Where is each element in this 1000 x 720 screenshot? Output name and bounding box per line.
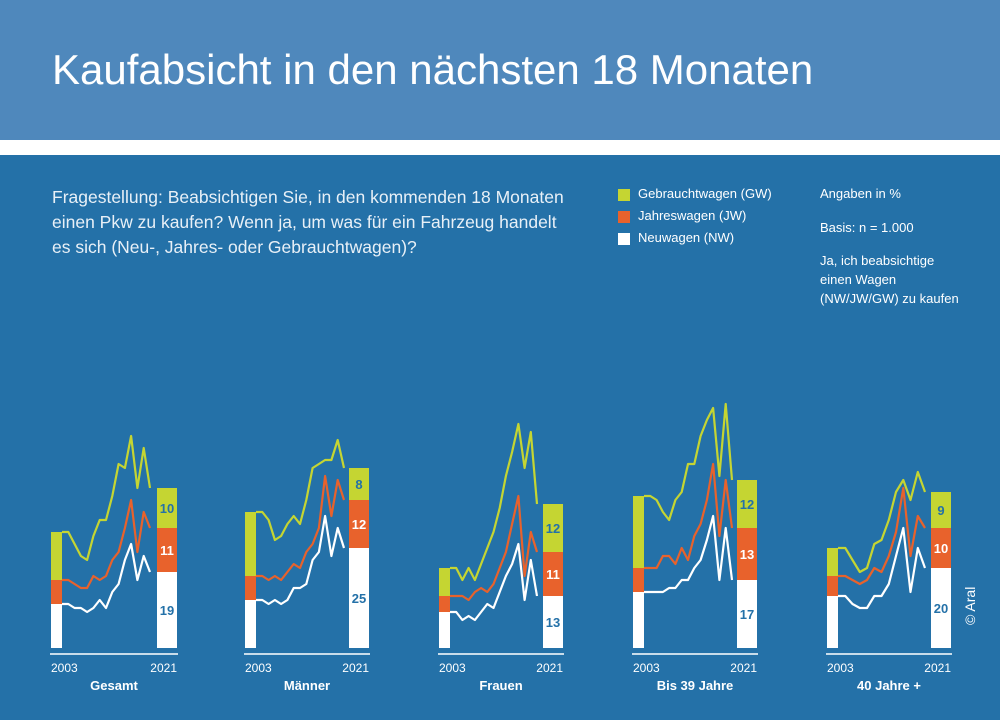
bar-2021-nw: [157, 572, 177, 648]
chart-panel-2: 13 11 12 2003 2021 Frauen: [438, 422, 564, 693]
year-label-end: 2021: [536, 661, 563, 675]
trend-line-gw: [838, 470, 927, 574]
bar-label-gw: 8: [355, 477, 362, 492]
legend-item-nw: Neuwagen (NW): [618, 230, 734, 246]
trend-line-nw: [644, 514, 734, 594]
bar-label-nw: 25: [352, 591, 366, 606]
year-label-start: 2003: [245, 661, 272, 675]
start-bar-nw: [827, 596, 838, 648]
header-banner: Kaufabsicht in den nächsten 18 Monaten: [0, 0, 1000, 140]
trend-line-jw: [450, 494, 539, 602]
chart-panel-3: 17 13 12 2003 2021 Bis 39 Jahre: [632, 402, 758, 693]
trend-line-gw: [62, 434, 152, 562]
bar-2021-nw: [543, 596, 563, 648]
definition-note-line-3: (NW/JW/GW) zu kaufen: [820, 291, 959, 306]
legend-label-nw: Neuwagen (NW): [638, 230, 735, 245]
legend-swatch-gw: [618, 188, 630, 201]
bar-2021-gw: [931, 492, 951, 528]
bar-label-jw: 11: [160, 543, 174, 558]
definition-note-line-1: Ja, ich beabsichtige: [820, 253, 935, 268]
start-bar-jw: [245, 576, 256, 600]
bar-label-gw: 12: [546, 521, 560, 536]
bar-label-jw: 12: [352, 517, 366, 532]
start-bar-nw: [633, 592, 644, 648]
question-text: Fragestellung: Beabsichtigen Sie, in den…: [52, 187, 564, 257]
trend-line-gw: [644, 402, 734, 522]
bar-label-gw: 12: [740, 497, 754, 512]
group-label: Männer: [284, 678, 330, 693]
start-bar-nw: [51, 604, 62, 648]
group-label: Gesamt: [90, 678, 138, 693]
trend-line-jw: [256, 474, 346, 582]
year-label-start: 2003: [633, 661, 660, 675]
start-bar-jw: [633, 568, 644, 592]
page-title: Kaufabsicht in den nächsten 18 Monaten: [52, 46, 814, 93]
start-bar-gw: [633, 496, 644, 568]
bar-label-nw: 19: [160, 603, 174, 618]
start-bar-nw: [245, 600, 256, 648]
trend-line-jw: [62, 498, 152, 590]
trend-line-nw: [838, 526, 927, 610]
trend-line-nw: [256, 514, 346, 606]
year-label-start: 2003: [439, 661, 466, 675]
trend-line-nw: [450, 542, 539, 622]
year-label-end: 2021: [730, 661, 757, 675]
start-bar-jw: [439, 596, 450, 612]
trend-line-gw: [450, 422, 539, 582]
trend-line-nw: [62, 542, 152, 614]
group-label: 40 Jahre +: [857, 678, 921, 693]
trend-line-jw: [644, 462, 734, 570]
start-bar-gw: [827, 548, 838, 576]
year-label-end: 2021: [924, 661, 951, 675]
bar-2021-jw: [931, 528, 951, 568]
bar-label-gw: 9: [937, 503, 944, 518]
bar-2021-gw: [157, 488, 177, 528]
bar-2021-jw: [157, 528, 177, 572]
start-bar-nw: [439, 612, 450, 648]
year-label-end: 2021: [150, 661, 177, 675]
bar-2021-nw: [349, 548, 369, 648]
trend-line-jw: [838, 486, 926, 586]
bar-2021-nw: [737, 580, 757, 648]
bar-label-nw: 20: [934, 601, 948, 616]
bar-2021-gw: [737, 480, 757, 528]
bar-label-jw: 13: [740, 547, 754, 562]
chart-panel-1: 25 12 8 2003 2021 Männer: [244, 438, 370, 693]
bar-2021-gw: [349, 468, 369, 500]
bar-2021-jw: [543, 552, 563, 596]
group-label: Bis 39 Jahre: [657, 678, 734, 693]
legend-label-gw: Gebrauchtwagen (GW): [638, 186, 772, 201]
bar-2021-nw: [931, 568, 951, 648]
group-label: Frauen: [479, 678, 522, 693]
trend-line-gw: [256, 438, 346, 542]
start-bar-jw: [51, 580, 62, 604]
legend-swatch-jw: [618, 210, 630, 223]
start-bar-gw: [439, 568, 450, 596]
bar-label-nw: 17: [740, 607, 754, 622]
start-bar-gw: [51, 532, 62, 580]
bar-2021-jw: [349, 500, 369, 548]
basis-note: Basis: n = 1.000: [820, 220, 914, 235]
definition-note-line-2: einen Wagen: [820, 272, 897, 287]
bar-label-jw: 10: [934, 541, 948, 556]
unit-note: Angaben in %: [820, 186, 901, 201]
legend-item-gw: Gebrauchtwagen (GW): [618, 186, 772, 202]
year-label-start: 2003: [827, 661, 854, 675]
bar-2021-gw: [543, 504, 563, 552]
chart-panel-0: 19 11 10 2003 2021 Gesamt: [50, 434, 178, 693]
bar-label-nw: 13: [546, 615, 560, 630]
legend-item-jw: Jahreswagen (JW): [618, 208, 746, 224]
legend-swatch-nw: [618, 232, 630, 245]
bar-label-jw: 11: [546, 567, 560, 582]
year-label-end: 2021: [342, 661, 369, 675]
start-bar-gw: [245, 512, 256, 576]
legend-label-jw: Jahreswagen (JW): [638, 208, 747, 223]
year-label-start: 2003: [51, 661, 78, 675]
bar-2021-jw: [737, 528, 757, 580]
bar-label-gw: 10: [160, 501, 174, 516]
start-bar-jw: [827, 576, 838, 596]
